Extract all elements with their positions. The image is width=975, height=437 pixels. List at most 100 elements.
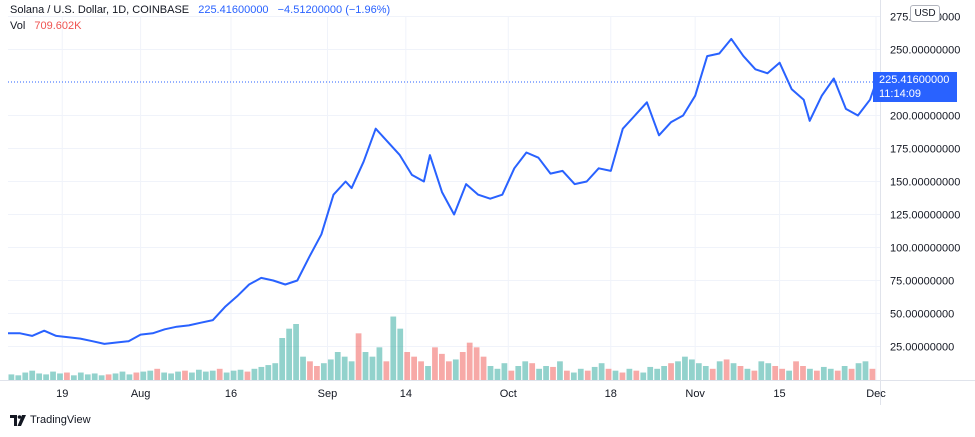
volume-bar [57,373,63,380]
volume-bar [466,342,473,380]
volume-bar [272,363,279,380]
volume-bar [744,368,751,380]
price-axis[interactable]: 25.00000000 50.00000000 75.00000000 100.000… [890,12,960,354]
volume-bar [286,328,293,380]
volume-bar [369,356,376,380]
x-tick-label: 18 [605,388,617,400]
volume-bar [550,366,556,380]
volume-bar [175,371,181,380]
volume-bar [827,368,834,380]
volume-bar [841,366,848,380]
volume-bar [307,361,313,380]
volume-bar [869,368,876,380]
last-price: 225.41600000 [198,4,269,16]
price-tag-value: 225.41600000 [879,74,950,86]
volume-bar [800,366,806,380]
volume-bar [133,372,140,380]
volume-bar [786,370,792,380]
y-tick-label: 175.00000000 [890,144,960,156]
volume-bar [341,356,348,380]
price-tag-countdown: 11:14:09 [879,88,922,100]
volume-bar [230,370,237,380]
volume-bar [216,368,223,380]
volume-bar [425,366,431,380]
volume-bar [43,374,49,380]
branding-text: TradingView [30,414,91,426]
volume-bar [737,366,744,380]
volume-bar [91,373,98,380]
volume-bar [633,370,640,380]
x-tick-label: Oct [500,388,517,400]
volume-bar [640,372,647,380]
volume-bar [529,363,536,380]
volume-bar [112,373,119,380]
volume-bar [314,366,320,380]
volume-bar [820,366,827,380]
volume-bar [8,374,15,380]
volume-bar [591,366,598,380]
volume-bar [543,366,549,380]
tradingview-icon [10,414,26,426]
volume-bar [716,361,723,380]
volume-bar [195,369,202,380]
volume-bar [50,371,56,380]
volume-bar [15,375,22,380]
volume-bar [564,370,570,380]
volume-bar [265,365,272,380]
volume-bar [522,361,529,380]
volume-bar [473,347,480,380]
y-tick-label: 200.00000000 [890,111,960,123]
volume-bar [814,370,820,380]
currency-button[interactable]: USD [910,5,940,22]
volume-bar [29,370,36,380]
volume-bar [98,375,105,380]
volume-bar [619,372,626,380]
volume-bar [751,370,758,380]
volume-bar [779,368,786,380]
volume-bar [390,316,397,380]
volume-bar [327,359,334,380]
x-tick-label: Nov [685,388,705,400]
volume-bar [765,363,772,380]
symbol-header: Solana / U.S. Dollar, 1D, COINBASE 225.4… [10,4,396,16]
volume-bar [154,368,161,380]
volume-bar [168,373,174,380]
volume-bar [668,363,674,380]
volume-value: 709.602K [34,20,82,32]
volume-bar [300,356,306,380]
volume-bar [126,374,133,380]
symbol-title: Solana / U.S. Dollar, 1D, COINBASE [10,4,190,16]
volume-bar [723,359,730,380]
volume-bar [807,368,813,380]
volume-header: Vol 709.602K [10,20,87,32]
tradingview-logo[interactable]: TradingView [10,414,91,426]
volume-bar [702,366,709,380]
volume-bar [834,370,841,380]
volume-bar [598,363,605,380]
volume-bar [570,372,577,380]
volume-bar [758,361,765,380]
volume-bar [536,368,542,380]
y-tick-label: 50.00000000 [890,309,954,321]
volume-bar [682,356,688,380]
volume-bar [119,371,126,380]
volume-bar [161,372,168,380]
volume-bar [404,352,411,380]
y-tick-label: 125.00000000 [890,210,960,222]
volume-bar [515,366,522,380]
volume-bar [293,324,299,380]
volume-bar [862,361,869,380]
volume-bar [258,366,265,380]
volume-bar [22,372,29,380]
volume-bar [251,368,258,380]
volume-bar [848,368,855,380]
volume-bar [661,366,667,380]
volume-bar [584,370,591,380]
volume-bar [279,338,286,380]
volume-bar [376,347,383,380]
x-tick-label: 14 [400,388,412,400]
volume-bar [105,374,112,380]
volume-bar [348,361,355,380]
time-axis[interactable]: 19 Aug 16 Sep 14 Oct 18 Nov 15 Dec [56,388,886,400]
